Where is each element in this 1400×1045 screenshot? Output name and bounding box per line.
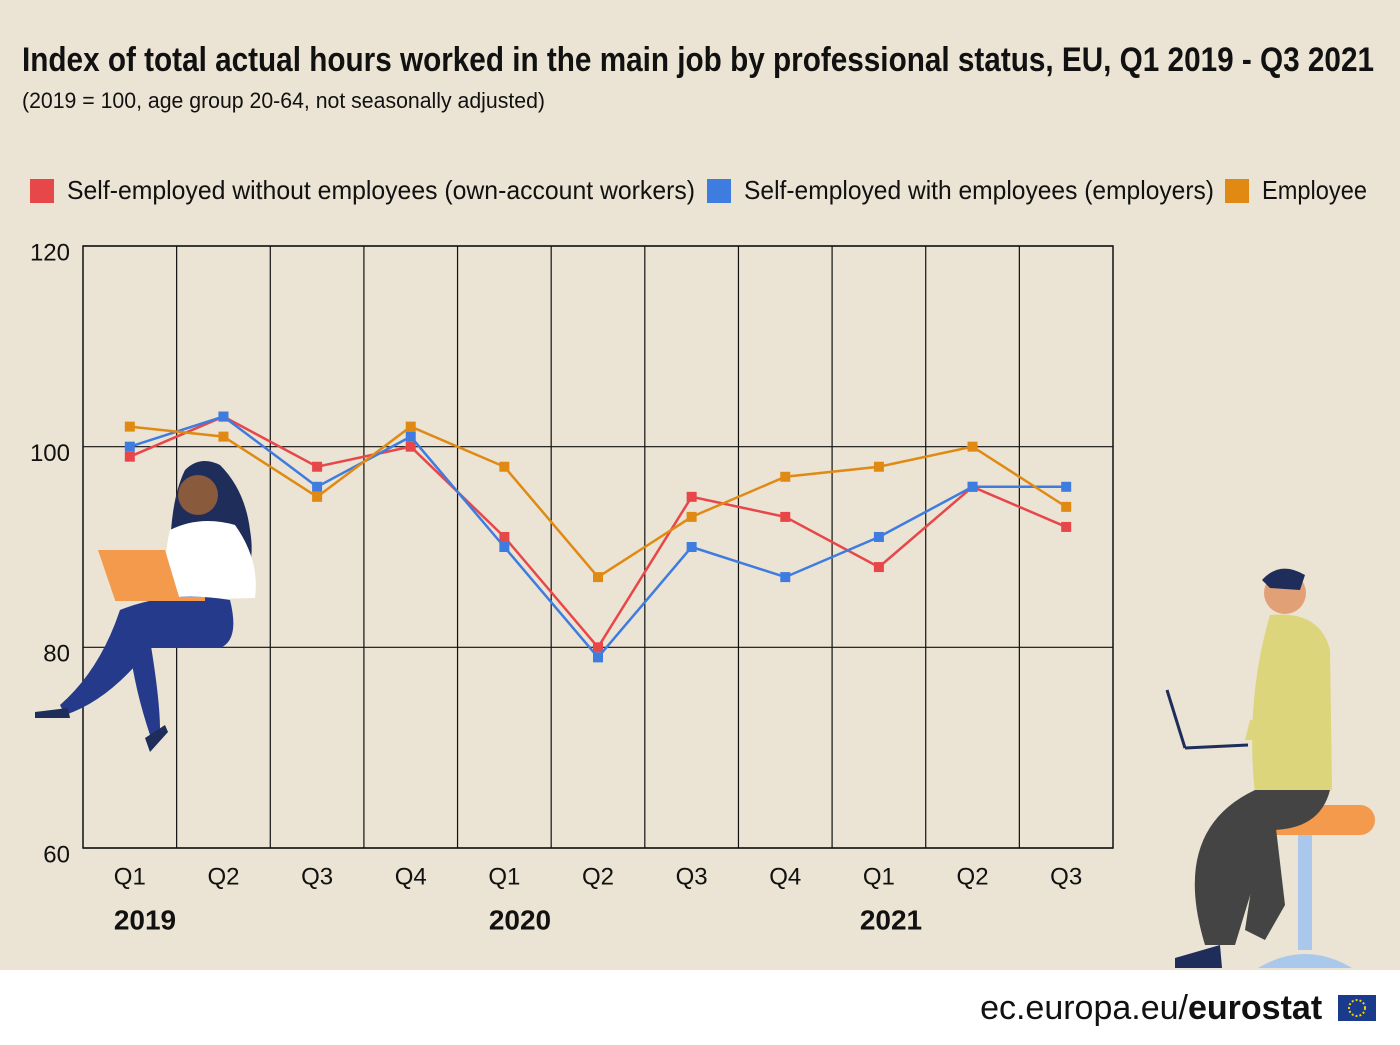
eu-flag (1338, 995, 1376, 1021)
legend-label: Self-employed without employees (own-acc… (67, 175, 695, 205)
data-point (124, 441, 135, 452)
legend-swatch (1225, 179, 1249, 203)
data-point (686, 511, 697, 522)
footer-site: ec.europa.eu/ (980, 989, 1188, 1027)
chart-subtitle: (2019 = 100, age group 20-64, not season… (22, 88, 545, 113)
data-point (593, 642, 603, 653)
data-point (499, 542, 510, 552)
x-tick-label: Q1 (488, 863, 520, 890)
footer-background (0, 970, 1400, 1045)
data-point (218, 431, 229, 442)
x-tick-label: Q1 (114, 863, 146, 890)
x-tick-label: Q2 (207, 863, 239, 890)
x-tick-label: Q2 (957, 863, 989, 890)
x-tick-label: Q3 (676, 863, 708, 890)
legend-swatch (707, 179, 731, 203)
year-label: 2020 (489, 904, 551, 935)
data-point (218, 411, 229, 422)
data-point (593, 652, 603, 663)
chart-title: Index of total actual hours worked in th… (22, 41, 1374, 79)
data-point (499, 461, 510, 472)
data-point (686, 491, 697, 502)
y-tick-label: 80 (43, 641, 70, 668)
year-label: 2019 (114, 904, 176, 935)
data-point (780, 511, 791, 522)
data-point (405, 441, 416, 452)
legend-label: Self-employed with employees (employers) (744, 175, 1214, 205)
y-tick-label: 100 (30, 440, 70, 467)
data-point (312, 481, 323, 492)
footer-brand: eurostat (1188, 989, 1322, 1027)
y-tick-label: 60 (43, 841, 70, 868)
data-point (1061, 481, 1072, 492)
data-point (124, 451, 135, 462)
footer: ec.europa.eu/ eurostat (980, 989, 1376, 1027)
year-label: 2021 (860, 904, 922, 935)
data-point (873, 531, 884, 542)
data-point (1061, 521, 1072, 532)
plot: 60 80 100 120 Q1 Q2 Q3 Q4 Q1 Q2 Q3 Q4 Q1 Q2 Q3 2019 2020… (30, 175, 1367, 936)
illustration-woman (35, 461, 256, 752)
data-point (967, 441, 978, 452)
legend-label: Employee (1262, 175, 1367, 205)
data-point (405, 421, 416, 432)
data-point (686, 542, 697, 552)
data-point (780, 471, 791, 482)
data-point (499, 531, 510, 542)
eu-stars (1348, 999, 1366, 1017)
data-point (780, 572, 791, 583)
x-tick-label: Q2 (582, 863, 614, 890)
illustration-man (1165, 568, 1375, 968)
legend-swatch (30, 179, 54, 203)
x-tick-label: Q4 (395, 863, 427, 890)
data-point (873, 461, 884, 472)
data-point (124, 421, 135, 432)
data-point (593, 572, 603, 583)
x-tick-label: Q1 (863, 863, 895, 890)
x-tick-label: Q3 (301, 863, 333, 890)
x-tick-label: Q3 (1050, 863, 1082, 890)
data-point (1061, 501, 1072, 512)
data-point (873, 562, 884, 573)
data-point (312, 491, 323, 502)
data-point (967, 481, 978, 492)
y-tick-label: 120 (30, 239, 70, 266)
data-point (312, 461, 323, 472)
x-tick-label: Q4 (769, 863, 801, 890)
data-point (405, 431, 416, 442)
